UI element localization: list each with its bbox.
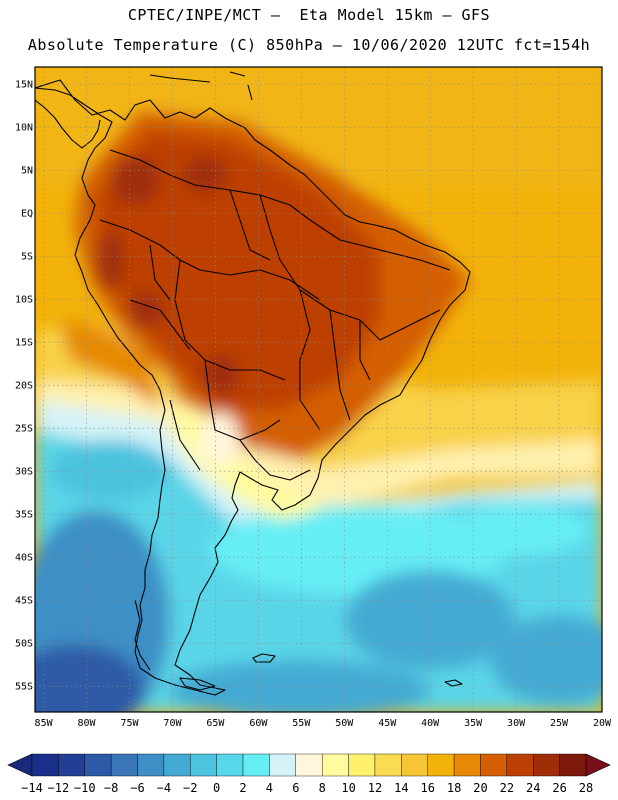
lat-label: 35S	[15, 510, 33, 521]
lat-label: 55S	[15, 682, 33, 693]
colorbar-swatch	[401, 753, 428, 777]
colorbar-tick-label: 20	[473, 781, 487, 795]
colorbar-tick-label: 28	[579, 781, 593, 795]
colorbar-swatch	[242, 753, 270, 777]
lat-label: 50S	[15, 639, 33, 650]
colorbar-swatch	[163, 753, 191, 777]
lon-label: 20W	[593, 718, 612, 729]
colorbar-swatch	[533, 753, 560, 777]
lon-label: 75W	[120, 718, 139, 729]
lon-label: 40W	[421, 718, 440, 729]
colorbar-swatch	[295, 753, 323, 777]
colorbar-tick-label: −12	[48, 781, 70, 795]
latitude-labels: 15N 10N 5N EQ 5S 10S 15S 20S 25S 30S 35S 40S 45S 50S 5…	[15, 80, 33, 693]
colorbar-tick-label: −6	[130, 781, 144, 795]
colorbar-swatch	[58, 753, 85, 777]
lon-label: 70W	[163, 718, 182, 729]
lat-label: 15N	[15, 80, 33, 91]
colorbar-tick-label: −10	[74, 781, 96, 795]
colorbar-tick-label: −2	[183, 781, 197, 795]
colorbar-tick-label: 2	[239, 781, 246, 795]
colorbar-tick-label: 12	[368, 781, 382, 795]
lon-label: 85W	[35, 718, 54, 729]
colorbar-swatch	[559, 753, 587, 777]
colorbar-swatch	[480, 753, 508, 777]
colorbar-swatch	[110, 753, 138, 777]
lon-label: 80W	[78, 718, 97, 729]
colorbar-swatch	[190, 753, 217, 777]
colorbar-tick-label: 26	[552, 781, 566, 795]
longitude-labels: 85W 80W 75W 70W 65W 60W 55W 50W 45W 40W 35W 30W 25W 2…	[35, 718, 612, 729]
temperature-colorbar: −14 −12 −10 −8 −6 −4 −2 0 2 4 6 8 10 12 14 16 18 20 22 24 26…	[7, 753, 611, 795]
lat-label: 30S	[15, 467, 33, 478]
colorbar-swatch	[506, 753, 534, 777]
lat-label: 10N	[15, 123, 33, 134]
lat-label: 15S	[15, 338, 33, 349]
colorbar-tick-label: −14	[21, 781, 43, 795]
lon-label: 30W	[507, 718, 526, 729]
lat-label: 45S	[15, 596, 33, 607]
lat-label: 25S	[15, 424, 33, 435]
lat-lon-grid	[35, 67, 602, 712]
colorbar-tick-label: 22	[500, 781, 514, 795]
chart-title-line-2: Absolute Temperature (C) 850hPa – 10/06/…	[27, 36, 591, 54]
lat-label: 40S	[15, 553, 33, 564]
colorbar-tick-label: 10	[341, 781, 355, 795]
colorbar-swatch	[137, 753, 165, 777]
coastlines-and-borders	[35, 71, 471, 696]
colorbar-max-triangle	[585, 753, 611, 777]
falkland-islands	[252, 653, 276, 663]
lat-label: 10S	[15, 295, 33, 306]
colorbar-swatch	[31, 753, 59, 777]
colorbar-swatch	[374, 753, 402, 777]
lon-label: 65W	[206, 718, 225, 729]
colorbar-min-triangle	[7, 753, 33, 777]
lat-label: 5S	[21, 252, 33, 263]
colorbar-tick-label: 6	[292, 781, 299, 795]
lat-label: 20S	[15, 381, 33, 392]
lon-label: 35W	[464, 718, 483, 729]
colorbar-tick-label: 0	[213, 781, 220, 795]
colorbar-tick-label: 14	[394, 781, 408, 795]
colorbar-swatch	[84, 753, 112, 777]
lat-label: EQ	[21, 209, 33, 220]
colorbar-swatch	[321, 753, 349, 777]
colorbar-tick-label: 4	[266, 781, 273, 795]
map-frame	[34, 66, 603, 713]
colorbar-swatch	[216, 753, 244, 777]
chart-title-line-1: CPTEC/INPE/MCT – Eta Model 15km – GFS	[127, 6, 491, 24]
lon-label: 60W	[249, 718, 268, 729]
colorbar-tick-label: 24	[526, 781, 540, 795]
colorbar-tick-label: −4	[157, 781, 171, 795]
colorbar-tick-label: 18	[447, 781, 461, 795]
temperature-field	[35, 67, 602, 712]
colorbar-swatch	[269, 753, 297, 777]
south-america-coastline	[35, 79, 471, 696]
colorbar-tick-label: 16	[420, 781, 434, 795]
lon-label: 55W	[292, 718, 311, 729]
lat-label: 5N	[21, 166, 33, 177]
lon-label: 45W	[378, 718, 397, 729]
colorbar-swatch	[427, 753, 455, 777]
central-america-coastline	[35, 99, 101, 149]
colorbar-swatch	[348, 753, 376, 777]
country-borders	[109, 149, 311, 221]
colorbar-swatch	[453, 753, 481, 777]
lon-label: 25W	[550, 718, 569, 729]
lon-label: 50W	[335, 718, 354, 729]
colorbar-tick-label: 8	[319, 781, 326, 795]
colorbar-tick-label: −8	[104, 781, 118, 795]
